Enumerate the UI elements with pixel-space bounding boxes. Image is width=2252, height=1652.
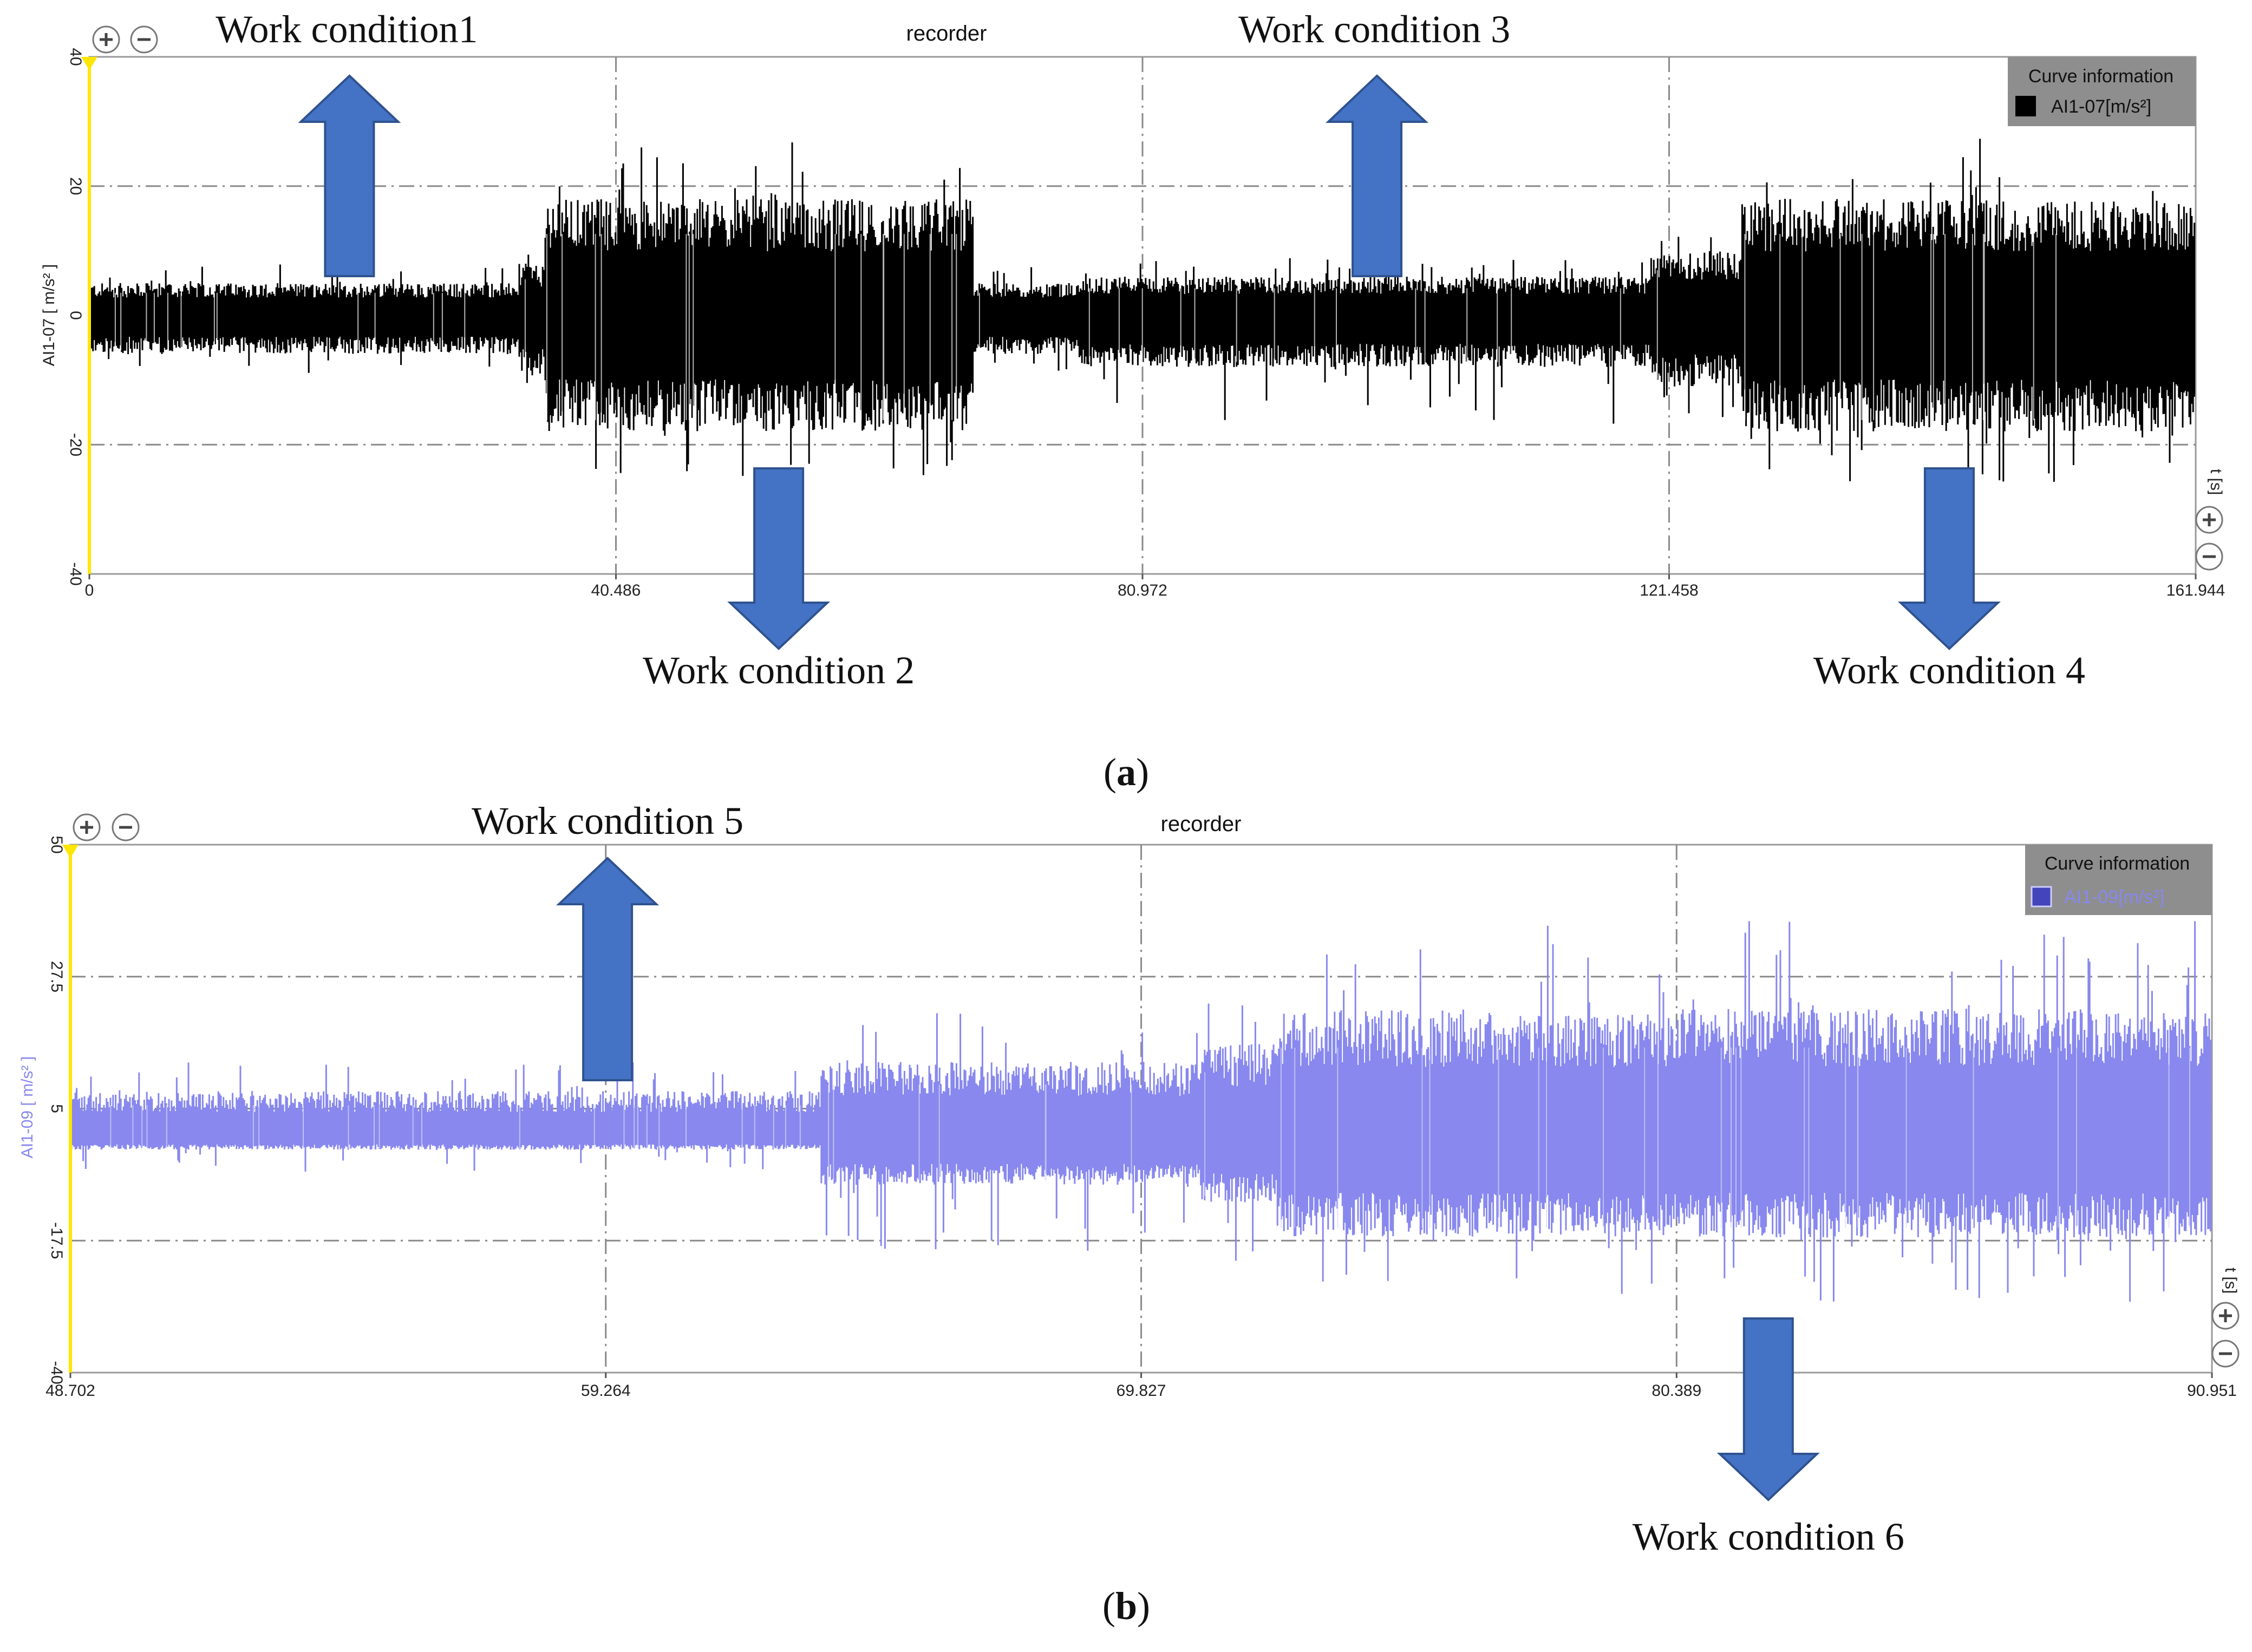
x-tick-label: 69.827 xyxy=(1117,1382,1166,1400)
panel-label-a: (a) xyxy=(1104,750,1149,794)
signal-gaps xyxy=(114,234,2057,420)
work-condition-annotation: Work condition 2 xyxy=(643,467,915,692)
arrow-icon xyxy=(298,74,401,277)
y-ticks-a: 40 20 0 -20 -40 xyxy=(67,48,84,585)
arrow-icon xyxy=(556,857,660,1081)
x-zoom-out-button-a[interactable] xyxy=(2195,543,2223,571)
signal-gaps xyxy=(110,1047,2190,1228)
work-condition-label: Work condition1 xyxy=(216,8,478,51)
y-tick-label: 27.5 xyxy=(48,961,66,992)
work-condition-annotation: Work condition 6 xyxy=(1633,1317,1904,1558)
x-zoom-out-button-b[interactable] xyxy=(2211,1340,2240,1368)
zoom-out-button-b[interactable] xyxy=(112,813,140,841)
x-tick-label: 40.486 xyxy=(591,582,641,599)
y-tick-label: -17.5 xyxy=(48,1222,66,1259)
y-tick-label: 50 xyxy=(48,835,66,853)
legend-entry-b: AI1-09[m/s²] xyxy=(2064,887,2164,907)
arrow-icon xyxy=(1326,74,1429,277)
x-tick-label: 48.702 xyxy=(45,1382,95,1400)
chart-title-b: recorder xyxy=(1161,812,1242,836)
x-ticks-a: 0 40.486 80.972 121.458 161.944 xyxy=(85,574,2225,599)
legend-title-a: Curve information xyxy=(2028,66,2173,87)
work-condition-label: Work condition 2 xyxy=(643,649,915,692)
work-condition-annotation: Work condition1 xyxy=(216,8,478,277)
y-tick-label: -40 xyxy=(67,562,84,585)
x-tick-label: 80.389 xyxy=(1652,1382,1701,1400)
y-ticks-b: 50 27.5 5 -17.5 -40 xyxy=(48,835,66,1384)
y-tick-label: 5 xyxy=(48,1104,66,1113)
legend-entry-a: AI1-07[m/s²] xyxy=(2051,96,2151,117)
annotations-a: Work condition1 Work condition 2 Work cond… xyxy=(216,8,2085,692)
zoom-in-button-a[interactable] xyxy=(92,25,120,54)
zoom-in-button-b[interactable] xyxy=(73,813,101,841)
y-axis-label-a: AI1-07 [ m/s² ] xyxy=(40,264,58,366)
x-tick-label: 80.972 xyxy=(1118,582,1167,599)
panel-label-b: (b) xyxy=(1102,1584,1150,1628)
cursor-marker-a[interactable] xyxy=(81,57,97,70)
x-tick-label: 161.944 xyxy=(2166,582,2225,599)
work-condition-annotation: Work condition 4 xyxy=(1813,467,2085,692)
legend-title-b: Curve information xyxy=(2045,853,2190,874)
x-tick-label: 121.458 xyxy=(1640,582,1698,599)
x-tick-label: 90.951 xyxy=(2187,1382,2237,1400)
x-tick-label: 59.264 xyxy=(581,1382,631,1400)
zoom-out-button-a[interactable] xyxy=(130,25,158,54)
chart-title-a: recorder xyxy=(906,22,987,45)
x-zoom-in-button-a[interactable] xyxy=(2195,506,2223,534)
x-ticks-b: 48.702 59.264 69.827 80.389 90.951 xyxy=(45,1373,2237,1400)
signal-b xyxy=(70,921,2211,1302)
y-tick-label: 20 xyxy=(67,177,84,195)
work-condition-label: Work condition 6 xyxy=(1633,1515,1904,1558)
signal-a xyxy=(89,139,2196,482)
work-condition-label: Work condition 4 xyxy=(1813,649,2085,692)
y-tick-label: 0 xyxy=(67,311,84,320)
x-tick-label: 0 xyxy=(85,582,94,599)
annotations-b: Work condition 5 Work condition 6 xyxy=(472,799,1904,1558)
work-condition-annotation: Work condition 5 xyxy=(472,799,743,1081)
legend-swatch-a xyxy=(2015,96,2036,116)
work-condition-annotation: Work condition 3 xyxy=(1238,8,1510,277)
x-zoom-in-button-b[interactable] xyxy=(2211,1302,2240,1330)
y-tick-label: -40 xyxy=(48,1361,66,1384)
legend-b: Curve information AI1-09[m/s²] xyxy=(2025,845,2212,915)
x-unit-label-b: t [s] xyxy=(2222,1268,2240,1294)
legend-a: Curve information AI1-07[m/s²] xyxy=(2008,57,2196,126)
panel-a: recorder 40 20 0 -20 -40 0 40.486 80.972 121.45… xyxy=(40,8,2225,794)
panel-b: recorder 50 27.5 5 -17.5 -40 48.702 59.264 69.… xyxy=(18,799,2240,1628)
arrow-icon xyxy=(1897,467,2001,650)
y-tick-label: 40 xyxy=(67,48,84,66)
legend-swatch-b xyxy=(2031,886,2052,907)
arrow-icon xyxy=(727,467,831,650)
cursor-marker-b[interactable] xyxy=(62,845,79,858)
work-condition-label: Work condition 3 xyxy=(1238,8,1510,51)
arrow-icon xyxy=(1716,1317,1820,1501)
work-condition-label: Work condition 5 xyxy=(472,799,743,843)
x-unit-label-a: t [s] xyxy=(2207,469,2225,495)
y-tick-label: -20 xyxy=(67,433,84,456)
y-axis-label-b: AI1-09 [ m/s² ] xyxy=(18,1056,36,1158)
